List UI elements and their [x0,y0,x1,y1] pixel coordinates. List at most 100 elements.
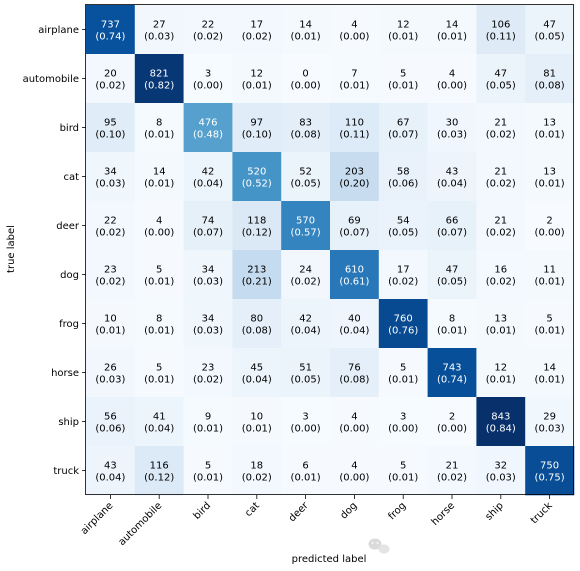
cell-ratio-label: (0.06) [388,179,418,190]
heatmap-cell [281,446,331,496]
cell-ratio-label: (0.01) [486,326,516,337]
cell-ratio-label: (0.01) [144,179,174,190]
cell-ratio-label: (0.02) [242,473,272,484]
y-tick-label: automobile [23,74,79,85]
cell-ratio-label: (0.82) [144,81,174,92]
cell-ratio-label: (0.08) [242,326,272,337]
cell-ratio-label: (0.01) [193,473,223,484]
heatmap-cell [378,201,428,251]
heatmap-cell [330,54,380,104]
cell-count-label: 83 [299,118,312,129]
cell-ratio-label: (0.01) [242,81,272,92]
cell-count-label: 2 [546,216,552,227]
cell-ratio-label: (0.03) [535,424,565,435]
cell-count-label: 45 [250,363,263,374]
cell-count-label: 13 [543,167,556,178]
cell-count-label: 4 [351,412,357,423]
heatmap-cell [232,348,282,398]
x-tick-label: automobile [117,500,165,548]
cell-ratio-label: (0.01) [535,277,565,288]
heatmap-cell [232,397,282,447]
heatmap-cell [525,54,575,104]
cell-count-label: 760 [394,314,413,325]
cell-count-label: 47 [543,20,556,31]
x-tick-label: bird [192,500,214,522]
y-tick-label: airplane [38,25,79,36]
cell-count-label: 7 [351,69,357,80]
y-tick-label: truck [53,466,79,477]
heatmap-cell [232,446,282,496]
cell-count-label: 34 [202,314,215,325]
x-tick-label: airplane [79,500,116,537]
cell-ratio-label: (0.11) [339,130,369,141]
cell-count-label: 16 [494,265,507,276]
cell-count-label: 5 [400,363,406,374]
cell-count-label: 0 [302,69,308,80]
cell-count-label: 4 [449,69,455,80]
cell-count-label: 8 [156,314,162,325]
cell-count-label: 42 [202,167,215,178]
heatmap-cell [183,348,233,398]
x-tick-label: frog [386,500,408,522]
cell-count-label: 47 [446,265,459,276]
heatmap-cell [476,201,526,251]
x-tick-label: cat [243,500,262,519]
heatmap-cell [281,152,331,202]
cell-ratio-label: (0.01) [144,130,174,141]
heatmap-cell [134,397,184,447]
cell-ratio-label: (0.01) [388,81,418,92]
cell-count-label: 18 [250,461,263,472]
cell-count-label: 743 [442,363,461,374]
heatmap-cell [427,54,477,104]
cell-count-label: 95 [104,118,117,129]
cell-ratio-label: (0.74) [437,375,467,386]
cell-ratio-label: (0.01) [95,326,125,337]
heatmap-cell [378,152,428,202]
cell-ratio-label: (0.05) [291,375,321,386]
heatmap-cell [281,201,331,251]
heatmap-cell [427,152,477,202]
cell-count-label: 21 [494,118,507,129]
cell-count-label: 67 [397,118,410,129]
cell-count-label: 56 [104,412,117,423]
cell-count-label: 24 [299,265,312,276]
heatmap-cell [134,201,184,251]
x-tick-label: horse [430,500,458,528]
heatmap-cell [183,446,233,496]
cell-ratio-label: (0.07) [437,228,467,239]
cell-count-label: 750 [540,461,559,472]
cell-count-label: 54 [397,216,410,227]
heatmap-cell [86,201,136,251]
cell-count-label: 110 [345,118,364,129]
cell-count-label: 23 [104,265,117,276]
cell-count-label: 11 [543,265,556,276]
cell-count-label: 14 [299,20,312,31]
cell-ratio-label: (0.00) [535,228,565,239]
cell-ratio-label: (0.21) [242,277,272,288]
cell-ratio-label: (0.10) [95,130,125,141]
cell-count-label: 118 [247,216,266,227]
heatmap-cell [525,397,575,447]
cell-ratio-label: (0.07) [388,130,418,141]
cell-ratio-label: (0.01) [388,375,418,386]
heatmap-cell [427,348,477,398]
heatmap-cell [378,397,428,447]
cell-ratio-label: (0.76) [388,326,418,337]
heatmap-cell [86,446,136,496]
cell-ratio-label: (0.02) [193,32,223,43]
heatmap-cell [232,5,282,55]
heatmap-cell [525,299,575,349]
cell-ratio-label: (0.03) [95,375,125,386]
cell-count-label: 97 [250,118,263,129]
heatmap-cell [232,201,282,251]
heatmap-cell [281,250,331,300]
cell-ratio-label: (0.02) [95,81,125,92]
heatmap-cell [281,103,331,153]
cell-ratio-label: (0.02) [437,473,467,484]
cell-count-label: 570 [296,216,315,227]
cell-count-label: 51 [299,363,312,374]
cell-count-label: 21 [494,216,507,227]
heatmap-cell [281,397,331,447]
cell-count-label: 116 [150,461,169,472]
heatmap-cell [183,103,233,153]
